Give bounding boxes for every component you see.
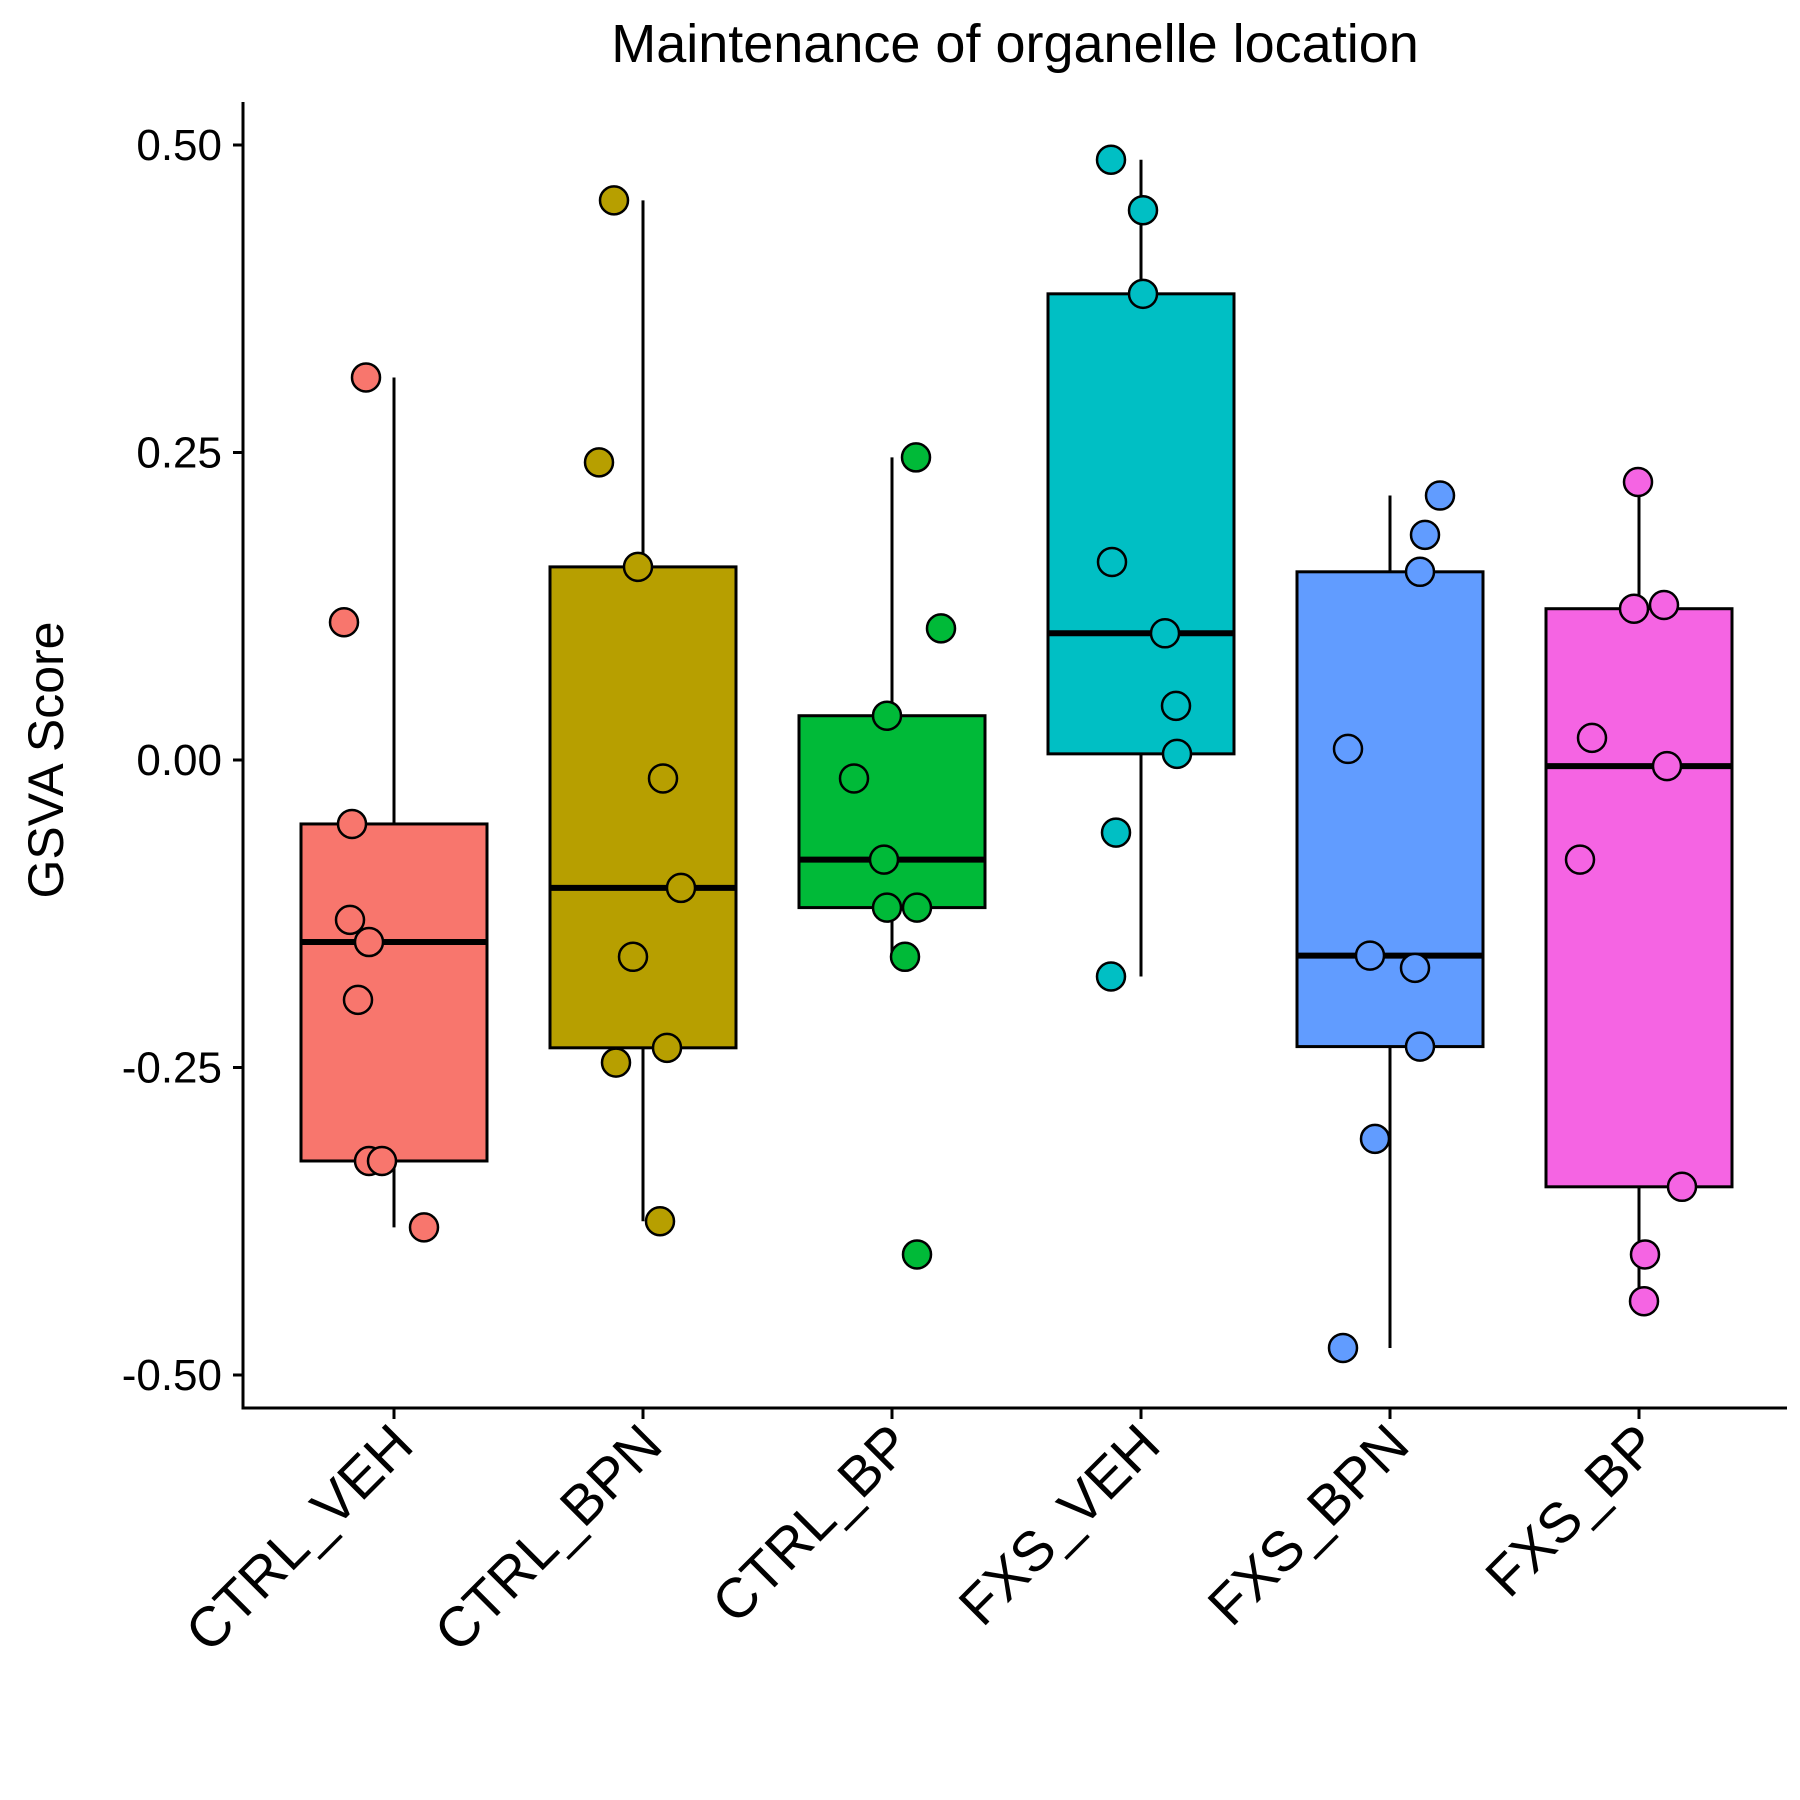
data-point bbox=[1095, 144, 1127, 176]
data-point bbox=[1424, 480, 1456, 511]
data-point bbox=[889, 941, 921, 973]
data-point bbox=[328, 606, 360, 638]
data-point bbox=[901, 1239, 933, 1270]
data-point bbox=[598, 185, 630, 216]
box-iqr bbox=[299, 822, 489, 1163]
data-point bbox=[1095, 961, 1127, 992]
data-point bbox=[1404, 556, 1436, 588]
box-iqr bbox=[1295, 570, 1485, 1049]
y-axis-title: GSVA Score bbox=[18, 622, 74, 899]
data-point bbox=[868, 844, 900, 875]
data-point bbox=[1127, 194, 1159, 226]
x-tick-label: FXS_BP bbox=[1473, 1412, 1669, 1608]
data-point bbox=[1404, 1031, 1436, 1062]
data-point bbox=[1160, 690, 1192, 722]
data-point bbox=[1100, 817, 1132, 848]
data-point bbox=[901, 892, 933, 923]
points-ctrl-bp bbox=[838, 442, 957, 1270]
data-point bbox=[408, 1212, 440, 1243]
box-iqr bbox=[548, 565, 738, 1050]
data-point bbox=[353, 926, 385, 958]
data-point bbox=[871, 892, 903, 923]
data-point bbox=[900, 442, 932, 473]
box-iqr bbox=[1046, 292, 1236, 756]
box-group-fxs-veh bbox=[1046, 159, 1236, 977]
box-group-ctrl-veh bbox=[299, 377, 489, 1228]
box-group-ctrl-bpn bbox=[548, 200, 738, 1222]
data-point bbox=[1564, 844, 1596, 875]
points-ctrl-bpn bbox=[583, 185, 697, 1237]
data-point bbox=[647, 763, 679, 794]
y-tick-label: 0.00 bbox=[136, 736, 222, 785]
data-point bbox=[342, 984, 374, 1016]
x-tick-label: CTRL_VEH bbox=[173, 1412, 424, 1663]
data-point bbox=[1149, 618, 1181, 649]
data-point bbox=[925, 613, 957, 644]
data-point bbox=[1628, 1285, 1660, 1317]
x-tick-label: CTRL_BP bbox=[700, 1412, 923, 1635]
data-point bbox=[1576, 722, 1608, 754]
data-point bbox=[334, 904, 366, 936]
data-point bbox=[366, 1145, 398, 1177]
y-tick-label: -0.50 bbox=[122, 1351, 222, 1400]
data-point bbox=[1096, 546, 1128, 578]
points-fxs-veh bbox=[1095, 144, 1193, 992]
chart-title: Maintenance of organelle location bbox=[611, 14, 1419, 74]
data-point bbox=[1359, 1123, 1391, 1155]
points-ctrl-veh bbox=[328, 362, 440, 1243]
y-tick-label: 0.50 bbox=[136, 121, 222, 170]
data-point bbox=[838, 763, 870, 794]
box-iqr bbox=[797, 714, 987, 910]
data-point bbox=[1622, 466, 1654, 498]
box-iqr bbox=[1544, 607, 1734, 1189]
data-point bbox=[617, 941, 649, 973]
data-point bbox=[644, 1206, 676, 1237]
data-point bbox=[1332, 733, 1364, 765]
x-tick-label: FXS_BPN bbox=[1195, 1412, 1420, 1637]
data-point bbox=[622, 551, 654, 583]
data-point bbox=[1399, 952, 1431, 984]
data-point bbox=[1666, 1171, 1698, 1203]
data-point bbox=[1327, 1332, 1359, 1364]
data-point bbox=[1629, 1239, 1661, 1270]
plot-area bbox=[299, 144, 1734, 1364]
y-tick-label: -0.25 bbox=[122, 1044, 222, 1093]
data-point bbox=[350, 362, 382, 393]
data-point bbox=[1648, 589, 1680, 621]
data-point bbox=[665, 872, 697, 904]
box-group-fxs-bp bbox=[1544, 482, 1734, 1302]
data-point bbox=[600, 1047, 632, 1078]
points-fxs-bp bbox=[1564, 466, 1698, 1317]
data-point bbox=[1161, 738, 1193, 770]
points-fxs-bpn bbox=[1327, 480, 1456, 1364]
box-group-ctrl-bp bbox=[797, 457, 987, 957]
data-point bbox=[651, 1032, 683, 1064]
data-point bbox=[1618, 593, 1650, 624]
data-point bbox=[1409, 519, 1441, 551]
data-point bbox=[336, 808, 368, 840]
box-group-fxs-bpn bbox=[1295, 495, 1485, 1348]
data-point bbox=[1127, 278, 1159, 310]
data-point bbox=[1651, 750, 1683, 782]
y-axis-ticks: 0.50 0.25 0.00 -0.25 -0.50 bbox=[122, 121, 243, 1400]
y-tick-label: 0.25 bbox=[136, 429, 222, 478]
x-tick-label: FXS_VEH bbox=[946, 1412, 1171, 1637]
data-point bbox=[583, 447, 615, 478]
x-tick-label: CTRL_BPN bbox=[422, 1412, 673, 1663]
data-point bbox=[871, 700, 903, 731]
data-point bbox=[1354, 940, 1386, 971]
